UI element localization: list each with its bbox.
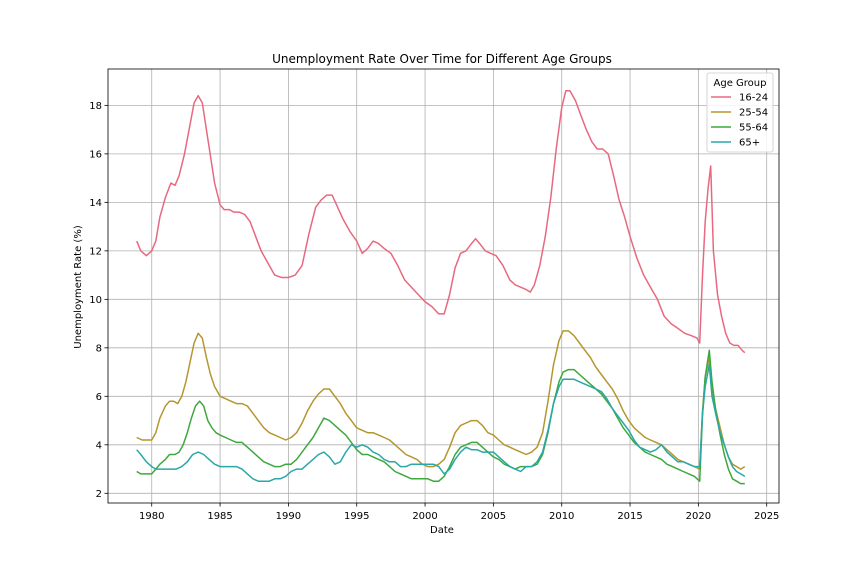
x-tick-label: 1990 (276, 511, 301, 522)
series-layer (136, 90, 746, 485)
x-axis: 1980 1985 1990 1995 2000 2005 2010 2015 2020 2025 (139, 503, 779, 522)
y-tick-label: 16 (89, 149, 102, 160)
grid (108, 69, 779, 503)
y-tick-label: 18 (89, 101, 102, 112)
legend-label: 16-24 (739, 93, 768, 104)
legend-label: 55-64 (739, 123, 768, 134)
x-tick-label: 2000 (412, 511, 437, 522)
x-tick-label: 2020 (686, 511, 711, 522)
plot-frame (107, 68, 780, 504)
x-tick-label: 2005 (481, 511, 506, 522)
legend: Age Group 16-24 25-54 55-64 65+ (706, 72, 774, 153)
x-tick-label: 1985 (207, 511, 232, 522)
y-axis-label: Unemployment Rate (%) (73, 225, 84, 349)
y-tick-label: 6 (96, 392, 102, 403)
legend-label: 25-54 (739, 108, 768, 119)
legend-entries: 16-24 25-54 55-64 65+ (711, 93, 768, 149)
legend-title: Age Group (714, 78, 767, 89)
x-tick-label: 2015 (617, 511, 642, 522)
series-line-16-24 (136, 90, 746, 354)
y-tick-label: 8 (96, 343, 102, 354)
series-line-55-64 (136, 349, 745, 485)
y-axis: 2 4 6 8 10 12 14 16 18 (89, 101, 108, 500)
y-tick-label: 2 (96, 489, 102, 500)
series-line-65+ (136, 364, 746, 482)
x-axis-label: Date (430, 525, 454, 536)
y-tick-label: 14 (89, 198, 102, 209)
y-tick-label: 12 (89, 246, 102, 257)
chart-title: Unemployment Rate Over Time for Differen… (272, 52, 612, 66)
x-tick-label: 2025 (754, 511, 779, 522)
y-tick-label: 4 (96, 440, 102, 451)
legend-box (706, 72, 774, 153)
legend-label: 65+ (739, 138, 760, 149)
x-tick-label: 1995 (344, 511, 369, 522)
series-line-25-54 (136, 330, 746, 470)
y-tick-label: 10 (89, 295, 102, 306)
x-tick-label: 2010 (549, 511, 574, 522)
x-tick-label: 1980 (139, 511, 164, 522)
